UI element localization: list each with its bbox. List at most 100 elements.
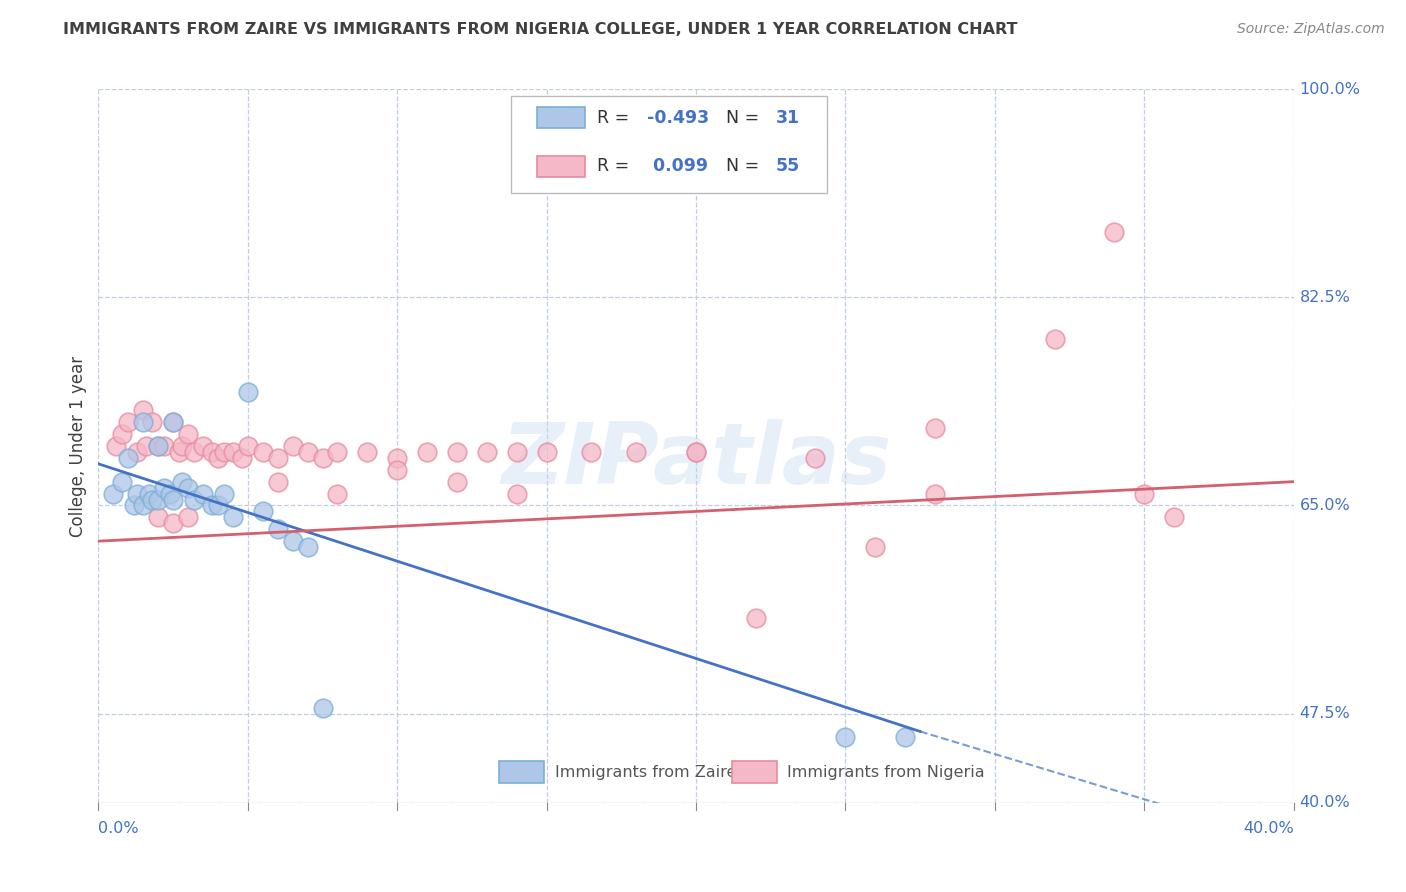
Point (267, 450, 290, 465)
FancyBboxPatch shape (733, 762, 778, 783)
Text: Immigrants from Nigeria: Immigrants from Nigeria (787, 764, 984, 780)
Point (231, 450, 253, 465)
Point (162, 492, 184, 507)
Point (141, 492, 163, 507)
Point (132, 403, 155, 417)
Point (135, 439, 157, 453)
Point (177, 481, 200, 495)
Point (212, 445, 235, 459)
Point (159, 486, 181, 500)
Point (1104, 225, 1126, 239)
Point (506, 445, 529, 459)
Point (172, 439, 194, 453)
Point (326, 486, 349, 500)
Point (1163, 510, 1185, 524)
Point (475, 445, 498, 459)
Point (153, 439, 176, 453)
FancyBboxPatch shape (499, 762, 544, 783)
Point (127, 445, 149, 459)
Point (1133, 486, 1156, 500)
FancyBboxPatch shape (510, 96, 827, 193)
Point (132, 415, 155, 429)
Point (924, 486, 946, 500)
Point (141, 415, 163, 429)
Point (281, 439, 304, 453)
Text: R =: R = (596, 109, 634, 127)
Point (111, 427, 134, 442)
Text: 0.099: 0.099 (647, 157, 709, 175)
Text: 31: 31 (776, 109, 800, 127)
Point (446, 475, 468, 489)
Point (183, 445, 205, 459)
Point (267, 522, 290, 536)
Point (153, 481, 176, 495)
Point (356, 445, 378, 459)
Point (222, 445, 245, 459)
Point (416, 445, 439, 459)
Point (1043, 332, 1066, 346)
Text: N =: N = (725, 109, 765, 127)
Point (138, 486, 160, 500)
Point (804, 450, 827, 465)
Point (124, 499, 146, 513)
Text: 55: 55 (776, 157, 800, 175)
Text: 0.0%: 0.0% (98, 821, 139, 836)
Point (183, 492, 205, 507)
Text: 40.0%: 40.0% (1243, 821, 1294, 836)
Text: 82.5%: 82.5% (1299, 290, 1350, 305)
Point (177, 510, 200, 524)
Text: IMMIGRANTS FROM ZAIRE VS IMMIGRANTS FROM NIGERIA COLLEGE, UNDER 1 YEAR CORRELATI: IMMIGRANTS FROM ZAIRE VS IMMIGRANTS FROM… (63, 22, 1018, 37)
Point (222, 510, 245, 524)
Point (252, 445, 274, 459)
Point (105, 439, 128, 453)
Text: -0.493: -0.493 (647, 109, 709, 127)
Text: 47.5%: 47.5% (1299, 706, 1350, 721)
Point (834, 731, 856, 745)
Text: Immigrants from Zaire: Immigrants from Zaire (555, 764, 737, 780)
Point (148, 492, 170, 507)
Text: Source: ZipAtlas.com: Source: ZipAtlas.com (1237, 22, 1385, 37)
Point (162, 415, 184, 429)
Point (311, 700, 333, 714)
FancyBboxPatch shape (537, 107, 585, 128)
Text: ZIPatlas: ZIPatlas (501, 418, 891, 502)
Point (385, 450, 409, 465)
Point (446, 445, 468, 459)
Point (745, 611, 768, 625)
Point (167, 445, 190, 459)
Point (326, 445, 349, 459)
Point (103, 486, 125, 500)
Point (581, 445, 603, 459)
Point (191, 486, 214, 500)
Point (297, 445, 319, 459)
Point (132, 499, 155, 513)
Point (162, 516, 184, 531)
Point (236, 439, 259, 453)
Text: 65.0%: 65.0% (1299, 498, 1350, 513)
Point (212, 486, 235, 500)
Point (311, 450, 333, 465)
Point (252, 504, 274, 518)
Point (177, 427, 200, 442)
Point (207, 499, 229, 513)
Point (236, 385, 259, 400)
Point (201, 499, 224, 513)
Point (626, 445, 648, 459)
Point (111, 475, 134, 489)
Point (267, 475, 290, 489)
Point (506, 486, 529, 500)
Point (924, 421, 946, 435)
Point (148, 510, 170, 524)
Point (894, 731, 917, 745)
FancyBboxPatch shape (537, 155, 585, 177)
Point (685, 445, 707, 459)
Y-axis label: College, Under 1 year: College, Under 1 year (69, 355, 87, 537)
Text: R =: R = (596, 157, 634, 175)
Point (117, 415, 139, 429)
Point (148, 439, 170, 453)
Point (172, 475, 194, 489)
Text: 100.0%: 100.0% (1299, 82, 1361, 96)
Point (201, 445, 224, 459)
Text: N =: N = (725, 157, 765, 175)
Point (297, 540, 319, 554)
